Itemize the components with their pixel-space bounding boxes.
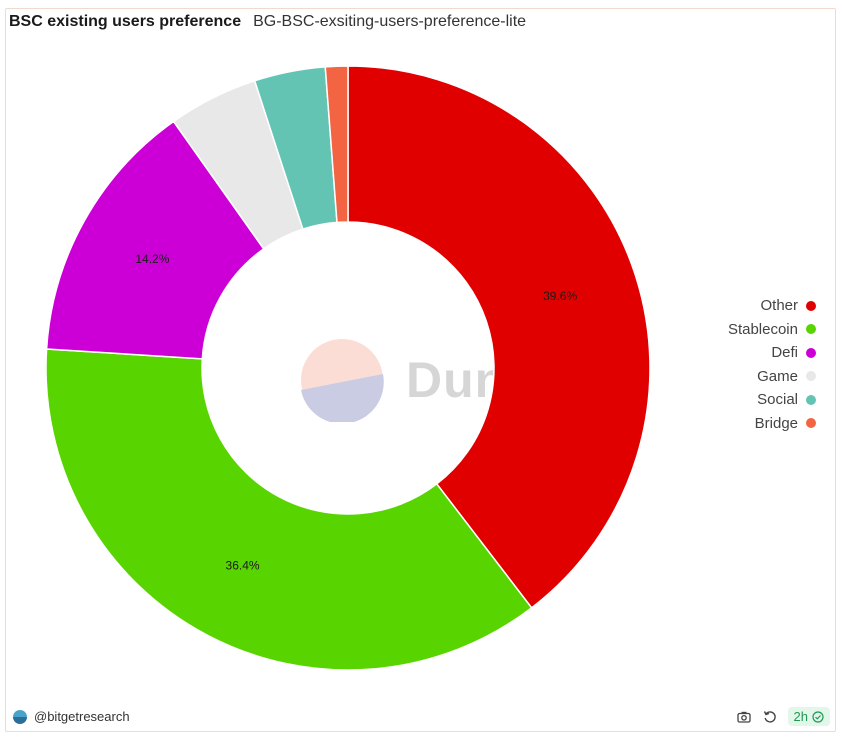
legend-swatch <box>806 347 816 358</box>
legend-item-other[interactable]: Other <box>728 294 816 318</box>
legend-item-stablecoin[interactable]: Stablecoin <box>728 318 816 342</box>
data-label-other: 39.6% <box>543 289 577 303</box>
author-info[interactable]: @bitgetresearch <box>13 709 130 724</box>
legend-label: Other <box>760 297 798 315</box>
query-name[interactable]: BG-BSC-exsiting-users-preference-lite <box>253 13 527 30</box>
slice-other[interactable] <box>347 65 651 609</box>
chart-legend: Other Stablecoin Defi Game Social Bridge <box>728 294 816 435</box>
refresh-icon[interactable] <box>762 709 778 725</box>
refresh-status-badge[interactable]: 2h <box>787 707 830 726</box>
legend-swatch <box>806 371 816 382</box>
legend-item-bridge[interactable]: Bridge <box>728 412 816 436</box>
legend-label: Social <box>757 391 798 409</box>
legend-label: Defi <box>771 344 798 362</box>
data-label-stablecoin: 36.4% <box>226 559 260 573</box>
chart-actions: 2h <box>736 707 830 726</box>
legend-swatch <box>806 394 816 405</box>
legend-swatch <box>806 300 816 311</box>
slice-defi[interactable] <box>45 120 265 360</box>
slice-bridge[interactable] <box>324 65 349 224</box>
legend-item-social[interactable]: Social <box>728 388 816 412</box>
check-circle-icon <box>812 710 824 723</box>
dune-logo-icon <box>301 339 384 422</box>
dune-logo-icon <box>13 709 27 724</box>
refresh-age: 2h <box>793 709 808 724</box>
legend-label: Bridge <box>754 414 798 432</box>
data-label-defi: 14.2% <box>135 252 169 266</box>
camera-icon[interactable] <box>736 709 752 725</box>
legend-swatch <box>806 418 816 429</box>
legend-label: Stablecoin <box>727 320 798 338</box>
author-handle[interactable]: @bitgetresearch <box>34 709 130 724</box>
legend-item-game[interactable]: Game <box>728 365 816 389</box>
legend-label: Game <box>757 367 798 385</box>
legend-swatch <box>806 324 816 335</box>
chart-header: BSC existing users preference BG-BSC-exs… <box>9 13 526 31</box>
legend-item-defi[interactable]: Defi <box>728 341 816 365</box>
chart-title: BSC existing users preference <box>9 13 242 30</box>
slice-stablecoin[interactable] <box>45 348 533 671</box>
